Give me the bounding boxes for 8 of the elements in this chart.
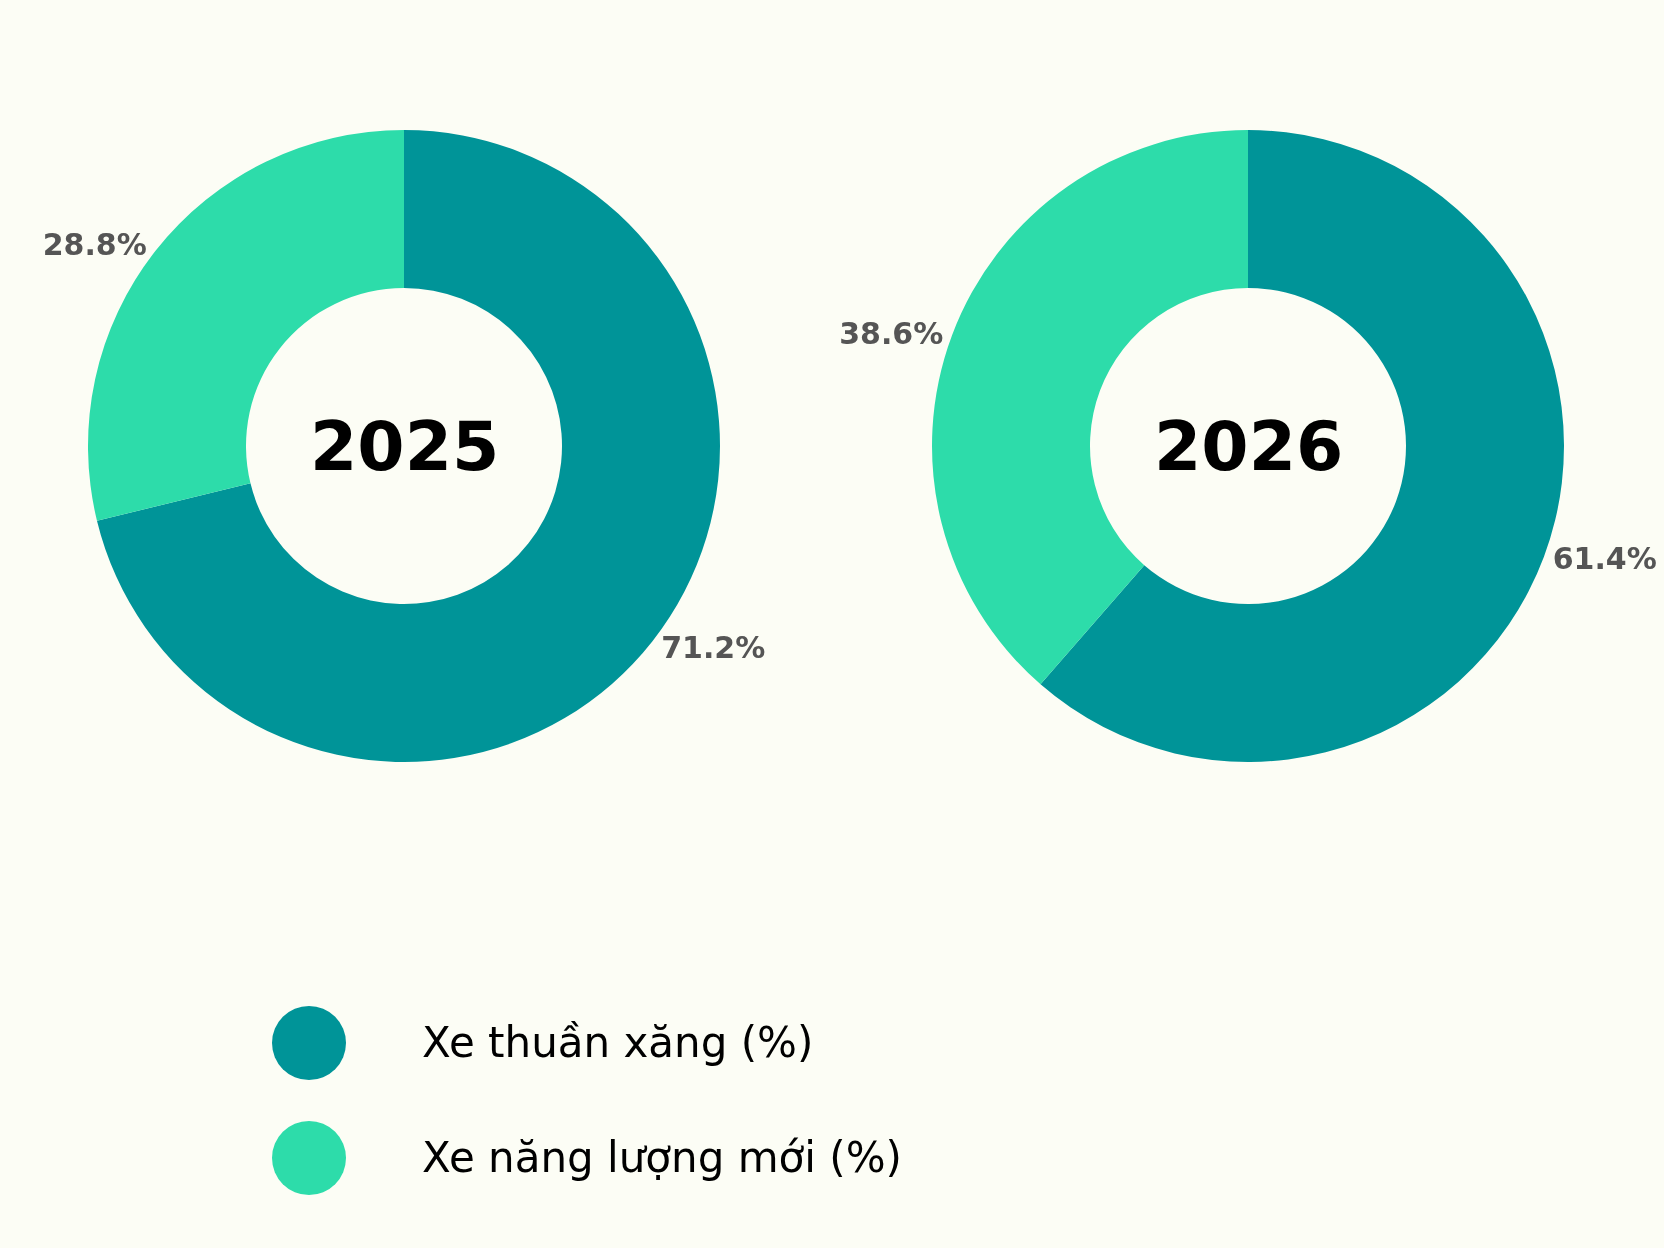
data-label: 61.4%: [1552, 541, 1657, 577]
slice-label: 2026: [1154, 407, 1344, 486]
slice-label: 2025: [310, 407, 500, 486]
legend-label: Xe năng lượng mới (%): [422, 1133, 902, 1182]
data-label: 38.6%: [839, 315, 944, 351]
data-label: 71.2%: [661, 630, 766, 666]
data-label: 28.8%: [42, 226, 147, 262]
legend-label: Xe thuần xăng (%): [422, 1018, 814, 1067]
